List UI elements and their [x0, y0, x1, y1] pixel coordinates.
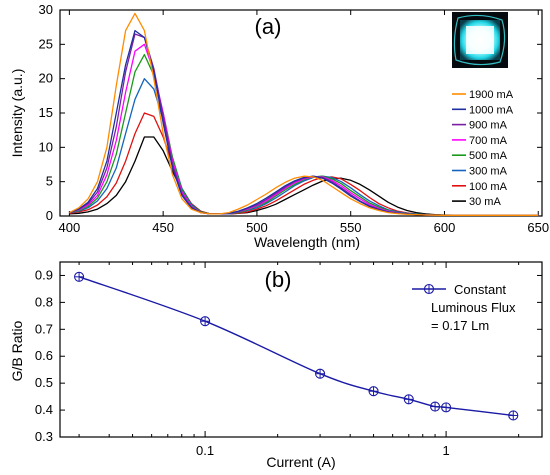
y-tick-label-a: 20	[39, 71, 53, 86]
legend-label: 900 mA	[469, 120, 508, 132]
y-tick-label-b: 0.4	[35, 402, 53, 417]
spectrum-chart: 400 450 500 550 600 650 0 5 10 15 20 25 30 (a) Wavel…	[9, 2, 549, 250]
series-line-500-mA	[69, 53, 539, 216]
y-tick-label-b: 0.9	[35, 267, 53, 282]
series-line-300-mA	[69, 78, 539, 216]
y-tick-label-b: 0.8	[35, 294, 53, 309]
y-tick-label-a: 0	[46, 208, 53, 223]
series-line-1900-mA	[69, 12, 539, 216]
series-lines-a	[69, 12, 539, 216]
y-tick-label-a: 10	[39, 139, 53, 154]
x-tick-label-a: 500	[246, 220, 268, 235]
x-axis-label-a: Wavelength (nm)	[254, 234, 360, 250]
legend-text-b: Constant	[454, 282, 506, 297]
y-tick-label-a: 5	[46, 174, 53, 189]
y-tick-label-b: 0.3	[35, 429, 53, 444]
y-axis-label-b: G/B Ratio	[9, 320, 25, 381]
y-axis-label-a: Intensity (a.u.)	[9, 69, 25, 158]
x-axis-label-b: Current (A)	[266, 454, 335, 470]
x-tick-label-a: 450	[152, 220, 174, 235]
x-tick-label-a: 600	[434, 220, 456, 235]
legend-text-b: = 0.17 Lm	[431, 318, 489, 333]
legend-label: 100 mA	[469, 181, 508, 193]
series-curve-b	[78, 276, 514, 417]
y-tick-label-a: 30	[39, 2, 53, 17]
x-tick-label-b: 1	[442, 443, 449, 458]
y-tick-label-a: 15	[39, 105, 53, 120]
gb-ratio-chart: 0.1 1 0.3 0.4 0.5 0.6 0.7 0.8 0.9 (b) Current (A…	[9, 261, 543, 470]
legend-label: 1900 mA	[469, 89, 514, 101]
plot-frame-b	[59, 261, 543, 438]
legend-label: 300 mA	[469, 166, 508, 178]
legend-text-b: Luminous Flux	[431, 300, 516, 315]
x-tick-label-a: 400	[59, 220, 81, 235]
legend-label: 500 mA	[469, 150, 508, 162]
series-line-b	[74, 271, 519, 421]
legend-a: 1900 mA 1000 mA 900 mA 700 mA 500 mA 300 mA 10…	[452, 89, 514, 208]
legend-label: 30 mA	[469, 196, 501, 208]
x-tick-label-b: 0.1	[196, 443, 214, 458]
y-tick-label-b: 0.5	[35, 375, 53, 390]
ticks-b: 0.1 1 0.3 0.4 0.5 0.6 0.7 0.8 0.9	[35, 262, 542, 458]
ticks-a: 400 450 500 550 600 650 0 5 10 15 20 25 30	[39, 2, 550, 235]
legend-label: 700 mA	[469, 135, 508, 147]
series-line-100-mA	[69, 112, 539, 216]
inset-photo	[452, 12, 508, 68]
y-tick-label-a: 25	[39, 36, 53, 51]
x-tick-label-a: 650	[527, 220, 549, 235]
panel-label-a: (a)	[255, 14, 282, 39]
legend-b: Constant Luminous Flux = 0.17 Lm	[412, 282, 516, 333]
legend-label: 1000 mA	[469, 104, 514, 116]
panel-label-b: (b)	[265, 267, 292, 292]
y-tick-label-b: 0.6	[35, 348, 53, 363]
y-tick-label-b: 0.7	[35, 321, 53, 336]
x-tick-label-a: 550	[340, 220, 362, 235]
